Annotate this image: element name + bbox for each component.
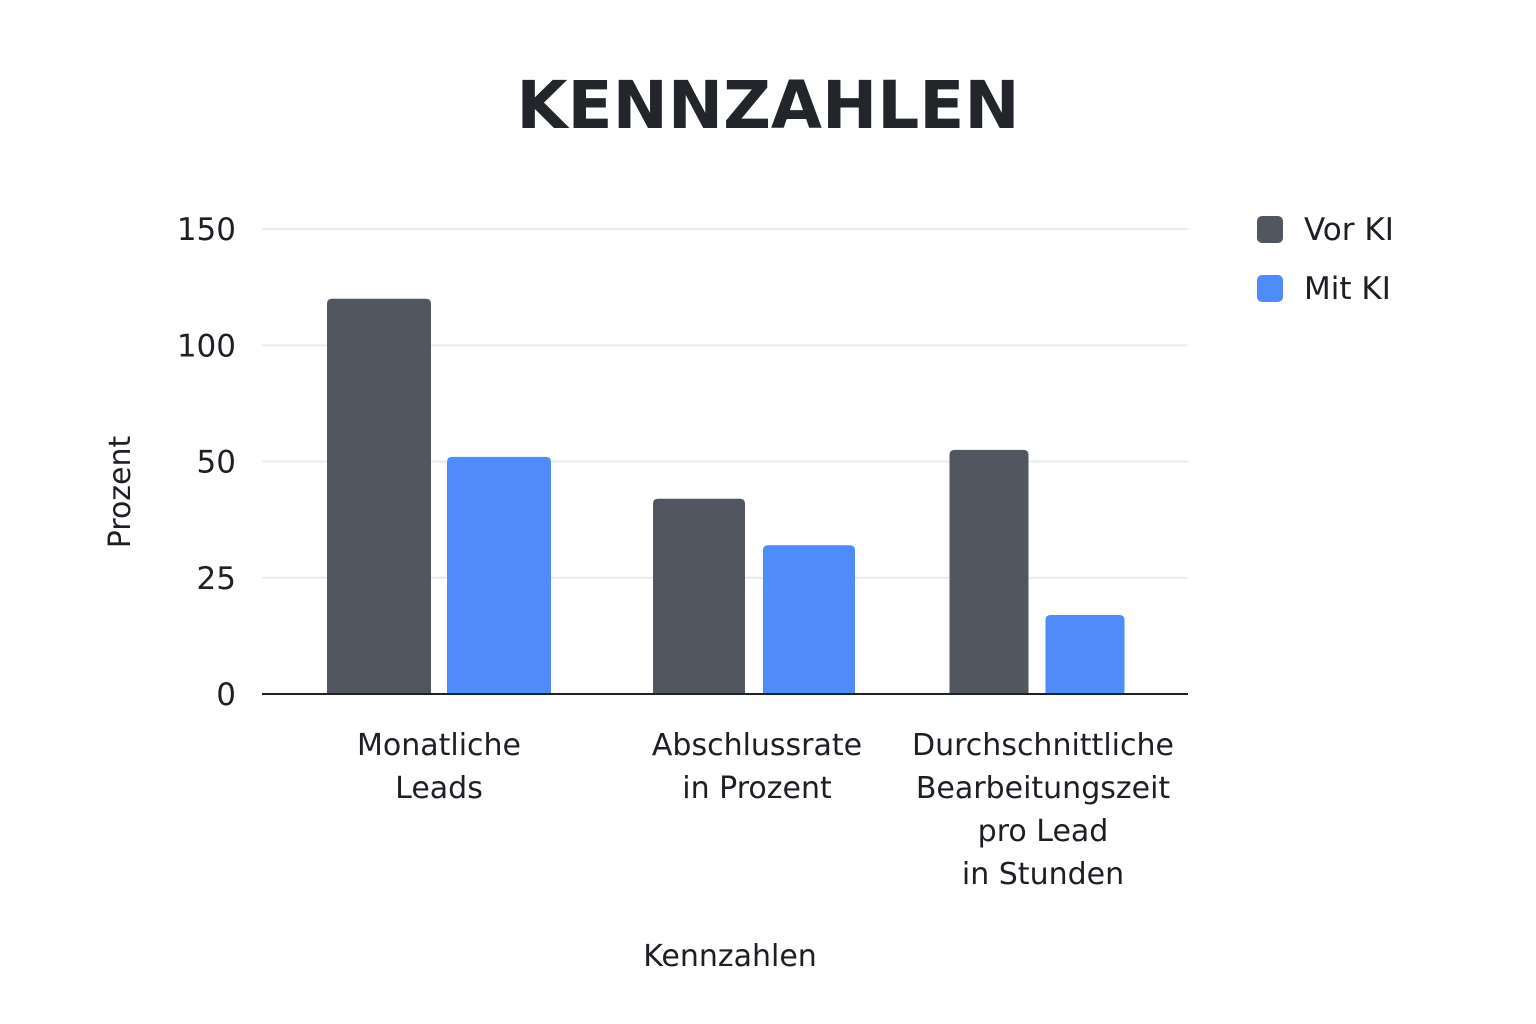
y-axis-ticks: 0 25 50 100 150 [177, 212, 236, 713]
bar-mit-ki-2 [763, 545, 855, 694]
y-tick-label: 0 [216, 677, 236, 713]
y-tick-label: 100 [177, 328, 236, 364]
bar-mit-ki-3 [1045, 614, 1125, 694]
chart-title: KENNZAHLEN [516, 67, 1019, 144]
legend: Vor KI Mit KI [1257, 212, 1394, 307]
bar-vor-ki-3 [949, 449, 1029, 694]
x-category-label: Durchschnittliche Bearbeitungszeit pro Lea… [912, 728, 1174, 892]
y-axis-label: Prozent [103, 435, 138, 548]
legend-swatch [1257, 275, 1283, 302]
legend-swatch [1257, 216, 1283, 243]
bar-vor-ki-1 [327, 298, 431, 694]
y-tick-label: 50 [197, 445, 236, 481]
y-tick-label: 25 [197, 561, 236, 597]
bars [327, 298, 1125, 694]
legend-label: Vor KI [1304, 212, 1394, 248]
x-axis-categories: Monatliche Leads Abschlussrate in Prozent Du… [357, 728, 1174, 892]
bar-vor-ki-2 [653, 498, 745, 694]
x-category-label: Monatliche Leads [357, 728, 521, 806]
legend-label: Mit KI [1304, 271, 1391, 307]
x-category-label: Abschlussrate in Prozent [652, 728, 862, 806]
bar-mit-ki-1 [447, 456, 551, 694]
y-tick-label: 150 [177, 212, 236, 248]
x-axis-label: Kennzahlen [643, 939, 817, 974]
